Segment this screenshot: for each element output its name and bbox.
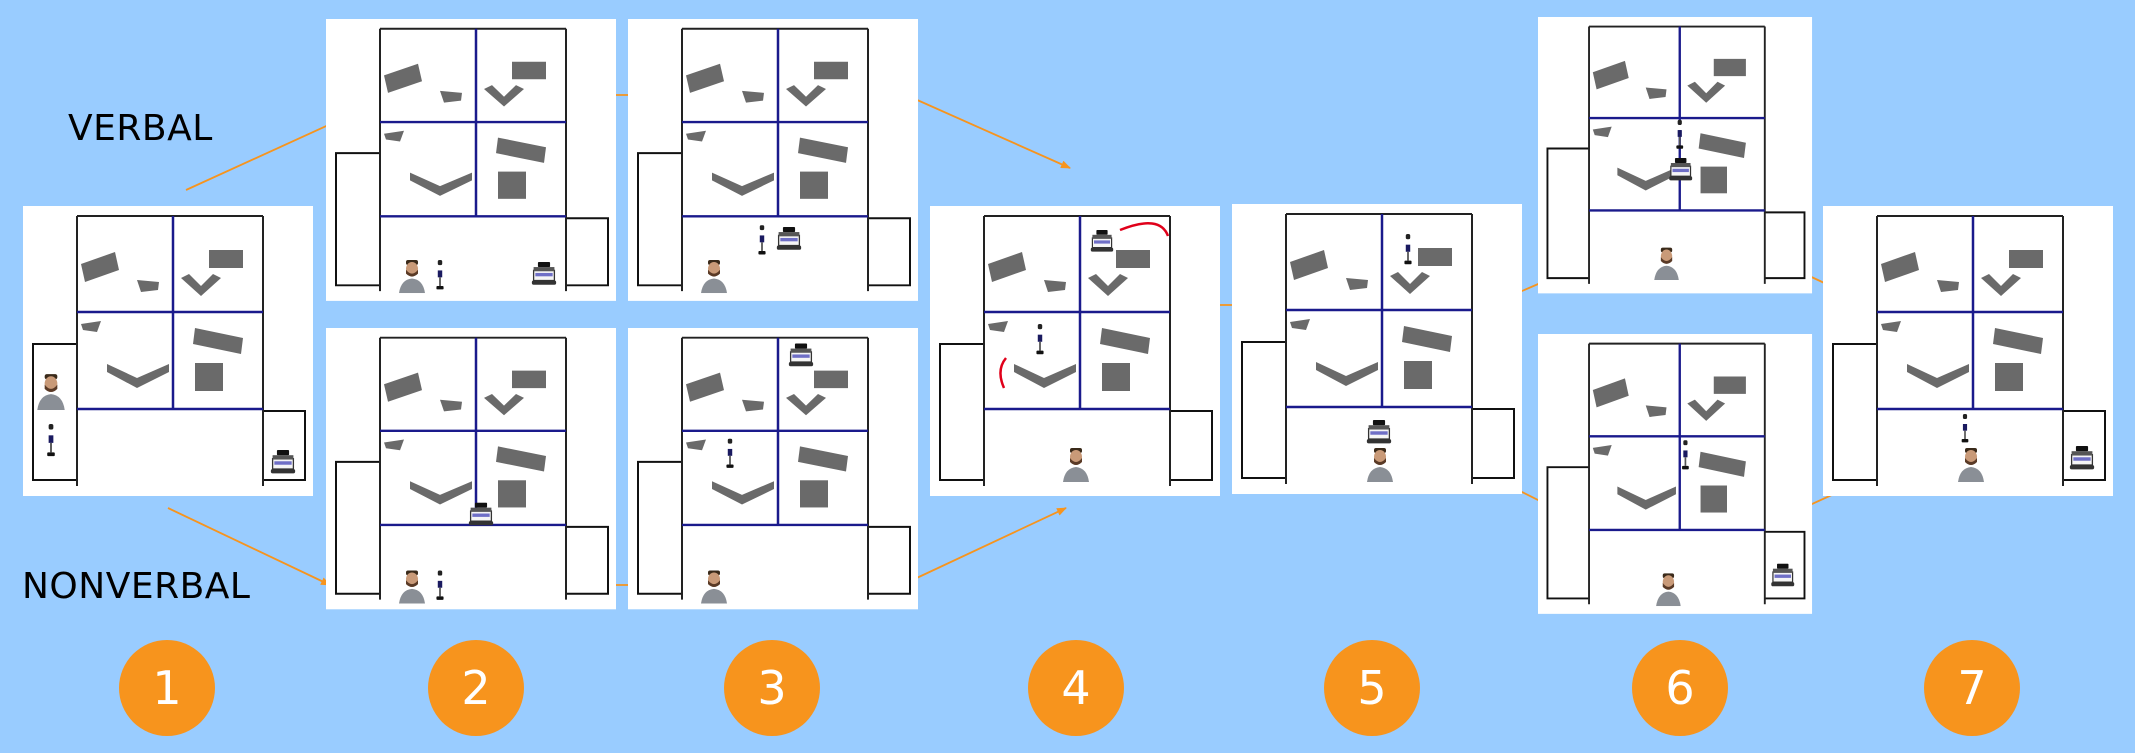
step-circle-1: 1 bbox=[119, 640, 215, 736]
panel-7 bbox=[1821, 204, 2115, 498]
verbal-label: VERBAL bbox=[68, 108, 213, 149]
panel-6-bottom bbox=[1536, 332, 1814, 616]
step-circle-2: 2 bbox=[428, 640, 524, 736]
step-circle-7: 7 bbox=[1924, 640, 2020, 736]
step-circle-3: 3 bbox=[724, 640, 820, 736]
panel-3-verbal bbox=[626, 17, 920, 303]
panel-4 bbox=[928, 204, 1222, 498]
step-circle-5: 5 bbox=[1324, 640, 1420, 736]
panel-5 bbox=[1230, 202, 1524, 496]
red-path-mark bbox=[1119, 222, 1170, 237]
panel-3-nonverbal bbox=[626, 326, 920, 611]
step-circle-4: 4 bbox=[1028, 640, 1124, 736]
panel-2-verbal bbox=[324, 17, 618, 303]
panel-2-nonverbal bbox=[324, 326, 618, 611]
nonverbal-label: NONVERBAL bbox=[22, 566, 251, 607]
red-path-mark bbox=[999, 357, 1007, 389]
panel-1 bbox=[21, 204, 315, 498]
panel-6-top bbox=[1536, 15, 1814, 295]
step-circle-6: 6 bbox=[1632, 640, 1728, 736]
